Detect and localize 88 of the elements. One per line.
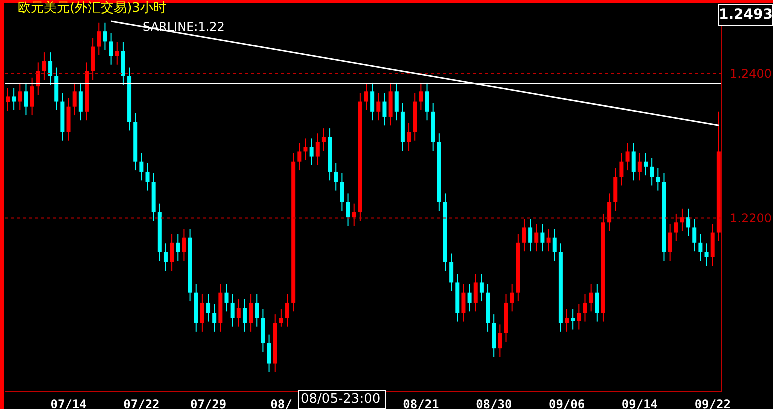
candlestick <box>425 82 430 122</box>
candlestick <box>692 218 697 252</box>
candlestick <box>42 52 46 81</box>
candlestick <box>78 82 83 122</box>
candlestick <box>407 122 412 152</box>
candlestick <box>638 152 642 182</box>
candlestick <box>97 22 102 56</box>
candlestick <box>394 82 399 122</box>
candlestick <box>346 193 350 227</box>
candlestick <box>304 138 308 161</box>
candlestick <box>242 298 247 332</box>
candlestick <box>48 52 53 86</box>
candlestick <box>164 243 168 272</box>
candlestick <box>626 142 630 172</box>
candlestick <box>376 92 381 122</box>
candlestick <box>170 234 174 272</box>
candlestick <box>462 284 466 322</box>
candlestick <box>498 324 502 358</box>
candlestick <box>650 158 654 186</box>
candlestick <box>522 218 526 252</box>
candlestick <box>474 274 478 312</box>
candlestick <box>546 228 551 252</box>
candlestick <box>322 128 326 152</box>
candlestick <box>12 88 16 111</box>
candlestick <box>644 152 648 176</box>
y-tick-label: 1.2200 <box>730 212 772 226</box>
candlestick <box>571 308 576 330</box>
candlestick <box>212 304 217 332</box>
candlestick <box>534 224 539 252</box>
candlestick <box>182 228 186 262</box>
candlestick <box>109 32 114 66</box>
candlestick <box>255 294 260 328</box>
candlestick <box>115 42 120 66</box>
candlestick <box>668 224 672 262</box>
candlestick <box>552 228 557 262</box>
candlestick <box>6 88 10 112</box>
candlestick <box>565 308 570 332</box>
candlestick <box>674 213 678 242</box>
candlestick <box>236 298 241 328</box>
candlestick <box>340 172 344 212</box>
candlestick <box>583 294 588 322</box>
candlestick <box>450 253 454 292</box>
candlestick <box>24 82 28 116</box>
candlestick <box>364 82 368 111</box>
candlestick <box>267 334 272 373</box>
candlestick <box>224 284 229 312</box>
candlestick <box>316 133 320 166</box>
candlestick <box>577 304 582 330</box>
candlestick <box>704 243 709 267</box>
candlestick <box>620 152 624 186</box>
candlestick <box>249 294 254 332</box>
candlestick <box>206 294 211 322</box>
candlestick <box>680 208 684 232</box>
candlestick <box>72 82 77 116</box>
candlestick <box>589 284 594 312</box>
candlestick <box>540 224 545 252</box>
candlestick <box>352 203 356 227</box>
candlestick <box>595 284 600 322</box>
candlestick <box>200 294 204 332</box>
candlestick <box>298 142 302 172</box>
y-tick-label: 1.2400 <box>730 66 772 81</box>
annotation: SARLINE:1.22 <box>143 20 225 34</box>
candlestick <box>480 274 484 302</box>
annotation: 1.2493 <box>718 4 773 26</box>
candlestick <box>698 234 703 262</box>
candlestick <box>310 138 314 166</box>
candlestick <box>140 152 144 182</box>
candlestick <box>334 162 338 192</box>
candlestick <box>686 208 691 237</box>
candlestick <box>510 284 514 312</box>
candlestick <box>230 294 235 328</box>
candlestick <box>103 22 108 51</box>
candlestick <box>656 168 660 192</box>
candlestick <box>419 82 424 111</box>
candlestick <box>528 218 533 252</box>
candlestick <box>286 294 290 328</box>
candlestick <box>382 92 387 126</box>
candlestick <box>146 162 150 192</box>
candlestick <box>632 142 636 182</box>
candlestick <box>279 308 284 328</box>
candlestick <box>18 82 22 111</box>
candlestick <box>468 284 472 312</box>
chart-title: 欧元美元(外汇交易)3小时 <box>18 0 166 18</box>
candlestick <box>30 77 34 116</box>
candlestick <box>608 193 612 232</box>
candlestick <box>176 234 180 262</box>
annotation: 08/05-23:00 <box>298 390 386 409</box>
candlestick <box>370 82 375 122</box>
